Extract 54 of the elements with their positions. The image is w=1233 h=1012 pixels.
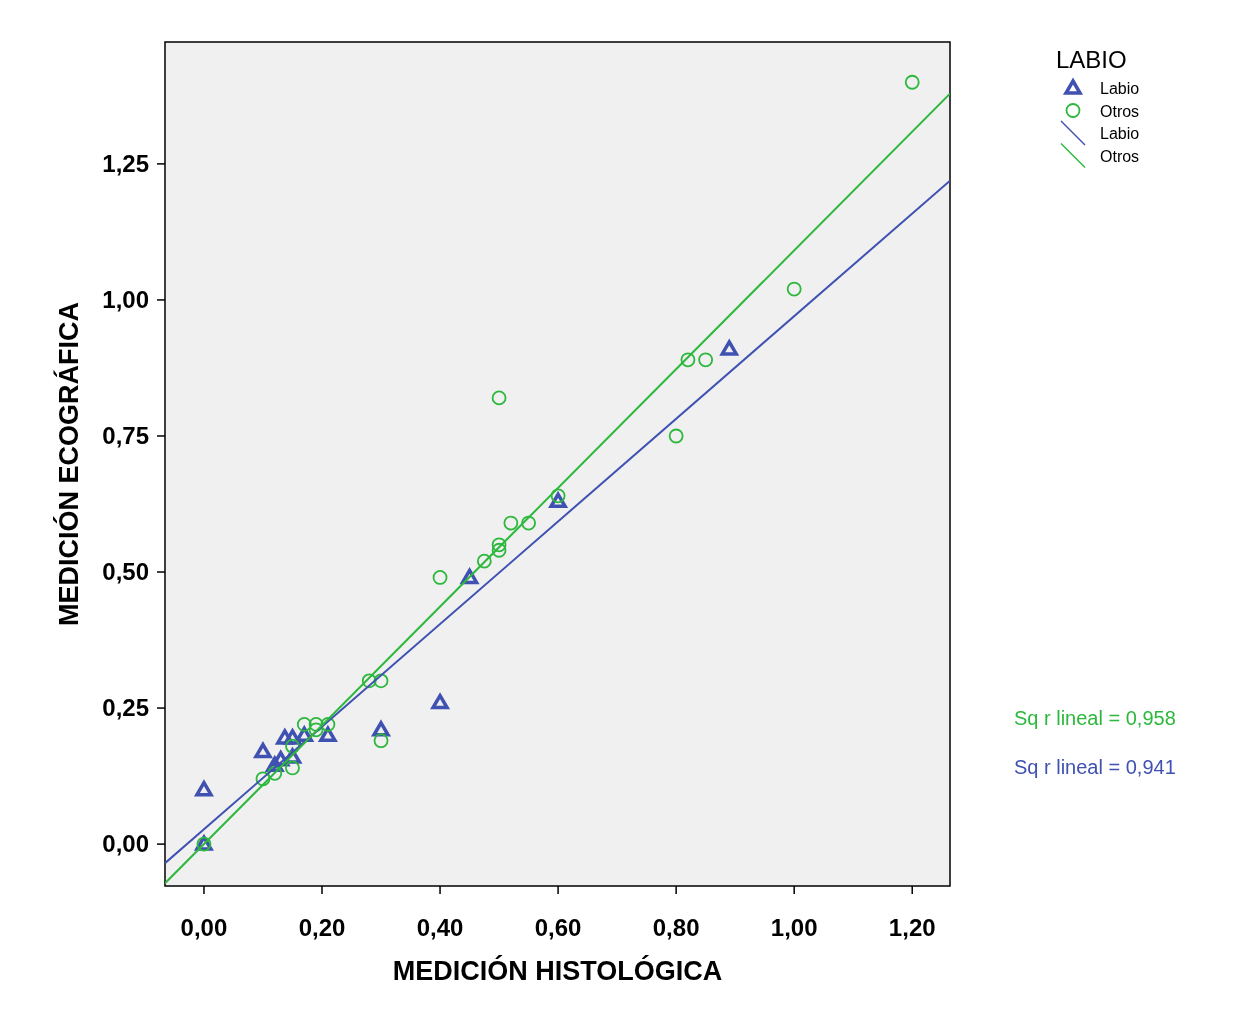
point	[432, 570, 448, 585]
point	[361, 673, 377, 689]
y-tick-label: 0,25	[102, 694, 149, 722]
point	[373, 673, 389, 689]
y-tick-label: 0,50	[102, 558, 149, 586]
point	[521, 515, 536, 531]
point	[285, 738, 300, 754]
y-tick-label: 1,25	[102, 149, 149, 177]
point	[904, 74, 920, 90]
point	[255, 771, 271, 787]
point	[460, 568, 479, 585]
point	[491, 537, 507, 553]
legend-label: Otros	[1100, 102, 1140, 120]
point	[491, 390, 507, 406]
point	[285, 760, 300, 776]
point	[320, 716, 336, 732]
point	[283, 729, 302, 745]
x-tick-label: 1,00	[770, 914, 818, 941]
text: Sq r lineal = 0,958	[1014, 707, 1176, 729]
point	[195, 780, 213, 797]
point	[786, 281, 802, 297]
point	[720, 340, 739, 356]
point	[267, 765, 283, 781]
text: Sq r lineal = 0,941	[1014, 756, 1176, 778]
y-tick-label: 1,00	[102, 285, 149, 313]
point	[254, 742, 272, 759]
legend-label: Otros	[1100, 147, 1140, 165]
point	[698, 352, 714, 368]
x-tick-label: 1,20	[888, 914, 936, 941]
x-tick-label: 0,00	[180, 914, 228, 941]
point	[668, 428, 684, 444]
y-tick-label: 0,75	[102, 421, 149, 449]
point	[373, 733, 389, 749]
legend-title: LABIO	[1056, 46, 1127, 73]
x-tick-label: 0,40	[416, 914, 464, 941]
point	[503, 515, 519, 531]
x-axis-title: MEDICIÓN HISTOLÓGICA	[392, 955, 723, 986]
point	[296, 716, 312, 732]
legend-label: Labio	[1100, 80, 1140, 97]
point	[308, 722, 324, 738]
point	[491, 542, 507, 558]
y-tick-label: 0,00	[102, 830, 149, 858]
point	[318, 724, 338, 743]
point	[680, 352, 696, 368]
x-tick-label: 0,60	[534, 914, 582, 941]
y-axis-title: MEDICIÓN ECOGRÁFICA	[53, 302, 84, 626]
point	[476, 553, 492, 569]
point	[308, 716, 324, 732]
point	[548, 490, 568, 509]
x-tick-label: 0,20	[298, 914, 346, 941]
point	[431, 693, 449, 710]
x-tick-label: 0,80	[652, 914, 700, 941]
point	[550, 488, 566, 504]
legend-label: Labio	[1100, 125, 1140, 142]
